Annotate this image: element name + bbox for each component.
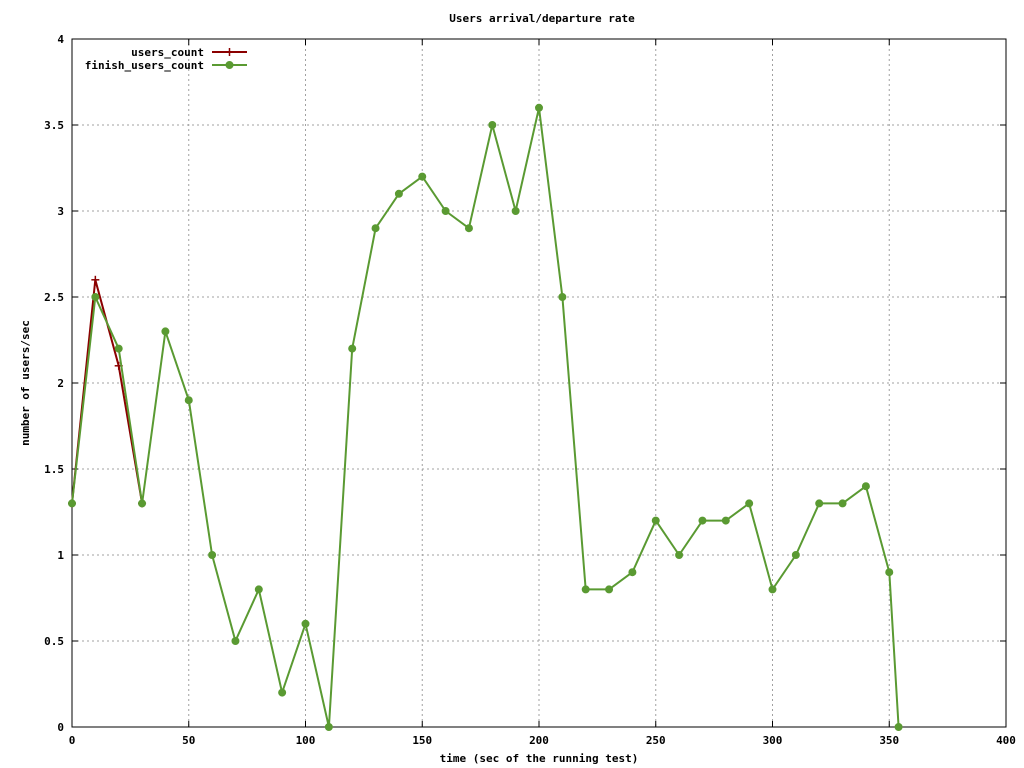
data-point-finish_users_count <box>838 499 847 508</box>
data-point-finish_users_count <box>675 551 684 559</box>
data-point-finish_users_count <box>441 207 450 215</box>
data-point-finish_users_count <box>535 103 543 112</box>
data-point-finish_users_count <box>861 482 870 491</box>
x-tick-label: 350 <box>879 734 899 747</box>
data-point-finish_users_count <box>885 568 894 577</box>
legend-label: users_count <box>131 46 204 59</box>
data-point-finish_users_count <box>745 499 754 508</box>
data-point-finish_users_count <box>208 551 217 559</box>
x-tick-label: 100 <box>296 734 316 747</box>
y-tick-label: 3.5 <box>44 119 64 132</box>
y-tick-label: 1 <box>57 549 64 562</box>
data-point-finish_users_count <box>791 551 800 559</box>
data-point-finish_users_count <box>371 224 380 233</box>
y-tick-label: 2.5 <box>44 291 64 304</box>
data-point-finish_users_count <box>651 516 660 525</box>
y-axis-label: number of users/sec <box>19 320 32 446</box>
data-point-finish_users_count <box>91 293 100 301</box>
x-tick-label: 300 <box>763 734 783 747</box>
y-tick-label: 3 <box>57 205 64 218</box>
legend-marker <box>225 61 234 69</box>
x-tick-label: 50 <box>182 734 195 747</box>
x-tick-label: 400 <box>996 734 1016 747</box>
y-tick-label: 2 <box>57 377 64 390</box>
data-point-finish_users_count <box>605 585 614 594</box>
series-users_count <box>68 275 147 508</box>
x-tick-label: 200 <box>529 734 549 747</box>
data-point-finish_users_count <box>464 224 473 233</box>
data-point-finish_users_count <box>68 499 76 508</box>
y-tick-label: 4 <box>57 33 64 46</box>
data-point-finish_users_count <box>138 499 147 508</box>
series-finish_users_count <box>68 103 903 731</box>
series-line-users_count <box>71 278 144 504</box>
data-point-finish_users_count <box>324 723 333 731</box>
data-point-finish_users_count <box>815 499 824 508</box>
data-point-finish_users_count <box>278 688 287 697</box>
data-point-finish_users_count <box>114 344 123 353</box>
data-point-finish_users_count <box>768 585 777 594</box>
y-tick-label: 0.5 <box>44 635 64 648</box>
data-point-finish_users_count <box>488 121 497 129</box>
legend-marker <box>225 48 234 56</box>
y-tick-label: 1.5 <box>44 463 64 476</box>
data-point-finish_users_count <box>348 344 357 353</box>
data-point-finish_users_count <box>184 396 193 405</box>
x-tick-label: 250 <box>646 734 666 747</box>
data-point-finish_users_count <box>161 327 170 336</box>
grid-lines <box>72 39 1006 727</box>
chart-title: Users arrival/departure rate <box>449 12 635 25</box>
data-point-finish_users_count <box>301 619 310 628</box>
data-point-finish_users_count <box>721 516 730 525</box>
data-point-finish_users_count <box>511 207 520 215</box>
x-tick-label: 150 <box>412 734 432 747</box>
data-point-users_count <box>91 275 100 284</box>
axis-ticks: 0 0.5 1 1.5 2 2.5 3 3.5 4 0 50 100 150 200 250 300 350 40… <box>44 33 1016 747</box>
data-point-finish_users_count <box>581 585 590 594</box>
data-point-finish_users_count <box>418 172 427 181</box>
data-point-finish_users_count <box>698 516 707 525</box>
data-point-finish_users_count <box>394 189 403 198</box>
data-point-finish_users_count <box>254 585 263 594</box>
x-axis-label: time (sec of the running test) <box>440 752 639 765</box>
legend-label: finish_users_count <box>85 59 204 72</box>
series-layer <box>68 103 903 731</box>
x-tick-label: 0 <box>69 734 76 747</box>
y-tick-label: 0 <box>57 721 64 734</box>
data-point-finish_users_count <box>894 723 903 731</box>
data-point-finish_users_count <box>558 293 567 301</box>
data-point-finish_users_count <box>628 568 637 577</box>
data-point-finish_users_count <box>231 637 240 645</box>
series-line-finish_users_count <box>71 106 900 728</box>
